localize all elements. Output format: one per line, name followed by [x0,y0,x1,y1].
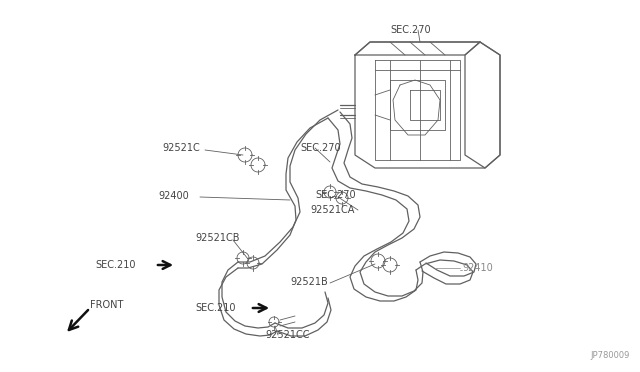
Text: 92400: 92400 [158,191,189,201]
Text: FRONT: FRONT [90,300,124,310]
Text: SEC.270: SEC.270 [315,190,356,200]
Text: SEC.210: SEC.210 [195,303,236,313]
Text: 92521CC: 92521CC [265,330,310,340]
Text: 92521C: 92521C [162,143,200,153]
Text: SEC.270: SEC.270 [390,25,431,35]
Text: SEC.270: SEC.270 [300,143,340,153]
Text: JP780009: JP780009 [591,351,630,360]
Text: SEC.210: SEC.210 [95,260,136,270]
Text: 92521CA: 92521CA [310,205,355,215]
Text: 92410: 92410 [462,263,493,273]
Text: 92521B: 92521B [290,277,328,287]
Text: 92521CB: 92521CB [195,233,239,243]
